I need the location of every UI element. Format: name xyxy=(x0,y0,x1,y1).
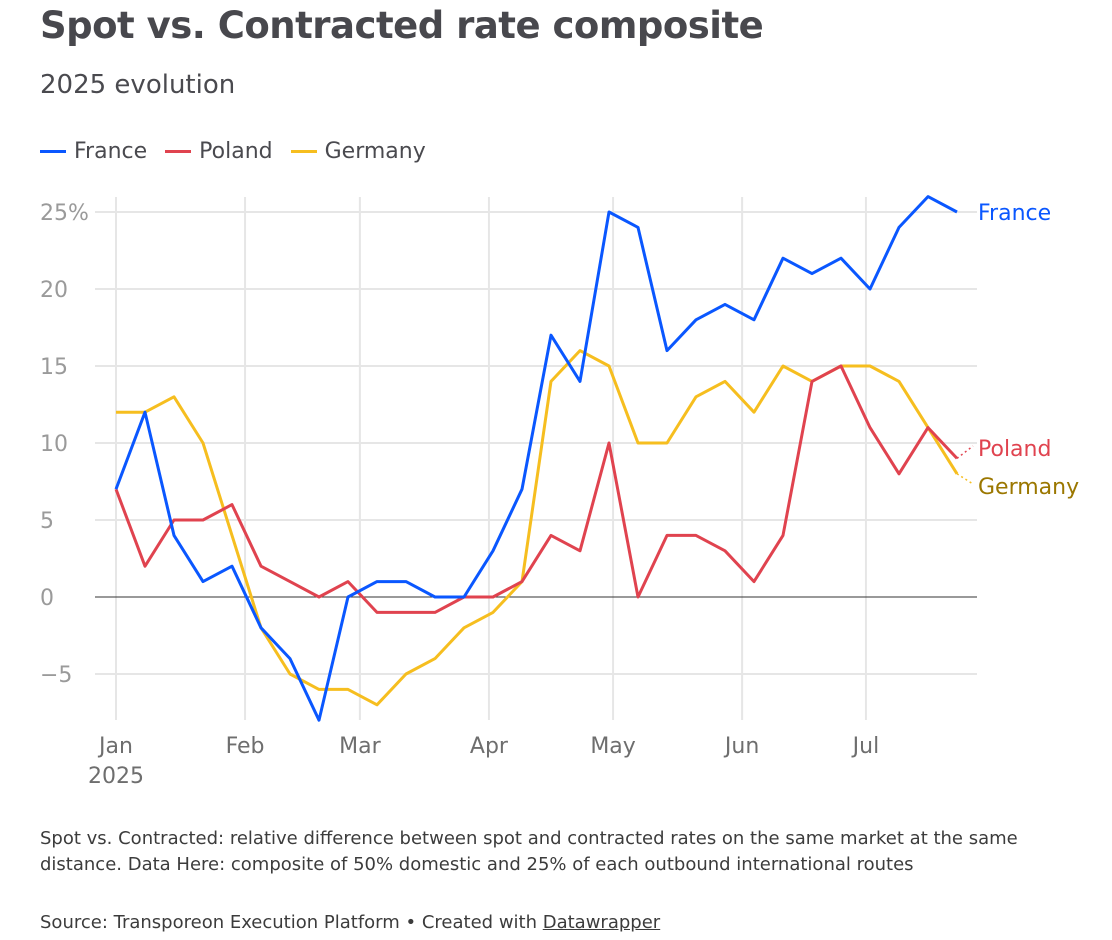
x-tick-sublabel: 2025 xyxy=(88,764,144,789)
x-tick-label: Mar xyxy=(339,734,381,759)
x-tick-label: Jun xyxy=(723,734,759,759)
datawrapper-link[interactable]: Datawrapper xyxy=(542,912,661,933)
label-connector xyxy=(956,473,974,485)
y-tick-label: 10 xyxy=(40,432,68,457)
series-line-france xyxy=(114,195,958,722)
line-chart: 25% 20 15 10 5 0 −5 Jan 2025 Feb Mar Apr May Jun Jul Ge… xyxy=(40,195,1079,789)
legend-item-poland: Poland xyxy=(165,139,273,164)
x-tick-label: Jul xyxy=(851,734,880,759)
series-end-label-poland: Poland xyxy=(978,437,1051,462)
legend-label: France xyxy=(74,139,148,164)
series-line-poland xyxy=(114,364,959,614)
legend-swatch xyxy=(290,150,317,153)
y-tick-label: −5 xyxy=(40,663,72,688)
y-tick-label: 20 xyxy=(40,278,68,303)
chart-title: Spot vs. Contracted rate composite xyxy=(40,4,764,47)
series-end-label-france: France xyxy=(978,201,1051,226)
x-tick-label: Apr xyxy=(470,734,509,759)
x-tick-label: May xyxy=(590,734,635,759)
chart-source: Source: Transporeon Execution Platform •… xyxy=(40,912,660,933)
x-tick-label: Feb xyxy=(226,734,265,759)
source-text: Source: Transporeon Execution Platform •… xyxy=(40,912,543,933)
chart-subtitle: 2025 evolution xyxy=(40,70,236,100)
x-tick-label: Jan xyxy=(97,734,133,759)
y-tick-label: 15 xyxy=(40,355,68,380)
chart-notes: Spot vs. Contracted: relative difference… xyxy=(40,828,1018,875)
y-tick-label: 5 xyxy=(40,509,54,534)
series-end-label-germany: Germany xyxy=(978,475,1079,500)
legend-swatch xyxy=(40,150,66,153)
legend: France Poland Germany xyxy=(40,139,426,164)
legend-label: Germany xyxy=(324,139,426,164)
legend-item-france: France xyxy=(40,139,147,164)
legend-label: Poland xyxy=(199,139,273,164)
legend-swatch xyxy=(165,150,192,153)
legend-item-germany: Germany xyxy=(290,139,426,164)
y-tick-label: 25% xyxy=(40,201,89,226)
y-tick-label: 0 xyxy=(40,586,54,611)
label-connector xyxy=(956,445,974,459)
